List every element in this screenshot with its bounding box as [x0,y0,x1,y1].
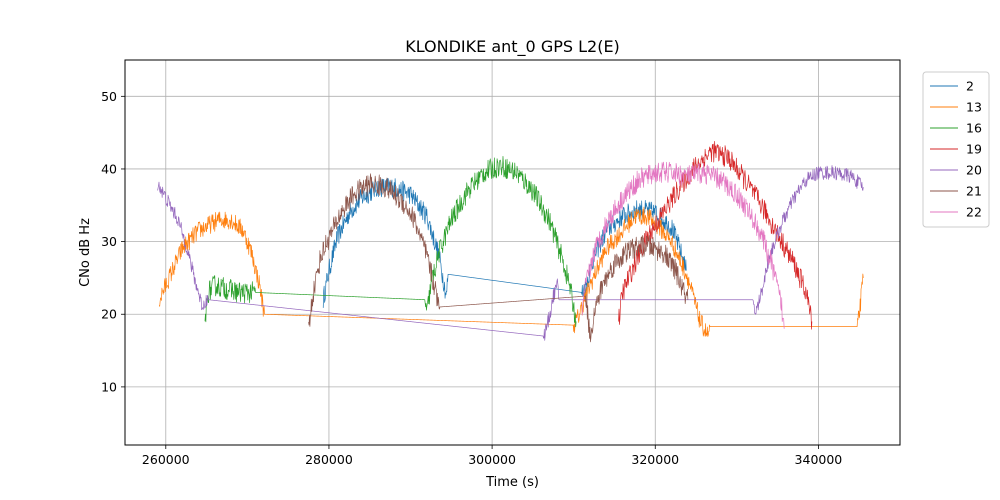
legend-label-13: 13 [966,100,982,115]
series-line-2 [322,178,687,308]
series-layer [157,140,864,343]
y-tick-label: 30 [101,234,117,249]
y-tick-label: 20 [101,307,117,322]
x-tick-label: 340000 [795,452,843,467]
y-axis-label: CNo dB Hz [78,218,93,287]
legend-label-16: 16 [966,121,982,136]
axis-ticks: 260000 280000 300000 320000 340000 10 20 30 40 50 [101,89,842,467]
y-tick-label: 10 [101,379,117,394]
legend-label-21: 21 [966,184,982,199]
legend-label-2: 2 [966,79,974,94]
series-line-20 [157,165,864,341]
series-line-21 [308,173,689,343]
x-axis-label: Time (s) [485,475,539,490]
chart-title: KLONDIKE ant_0 GPS L2(E) [405,37,620,57]
series-line-16 [204,156,577,328]
series-line-13 [158,206,864,337]
legend: 2 13 16 19 20 21 22 [922,71,990,228]
x-tick-label: 300000 [468,452,516,467]
y-tick-label: 50 [101,89,117,104]
x-tick-label: 260000 [142,452,190,467]
x-tick-label: 320000 [631,452,679,467]
legend-label-22: 22 [966,205,982,220]
y-tick-label: 40 [101,161,117,176]
legend-label-20: 20 [966,163,982,178]
x-tick-label: 280000 [305,452,353,467]
series-line-22 [581,161,785,329]
legend-label-19: 19 [966,142,982,157]
plot-frame [124,59,901,446]
series-line-19 [618,140,813,330]
